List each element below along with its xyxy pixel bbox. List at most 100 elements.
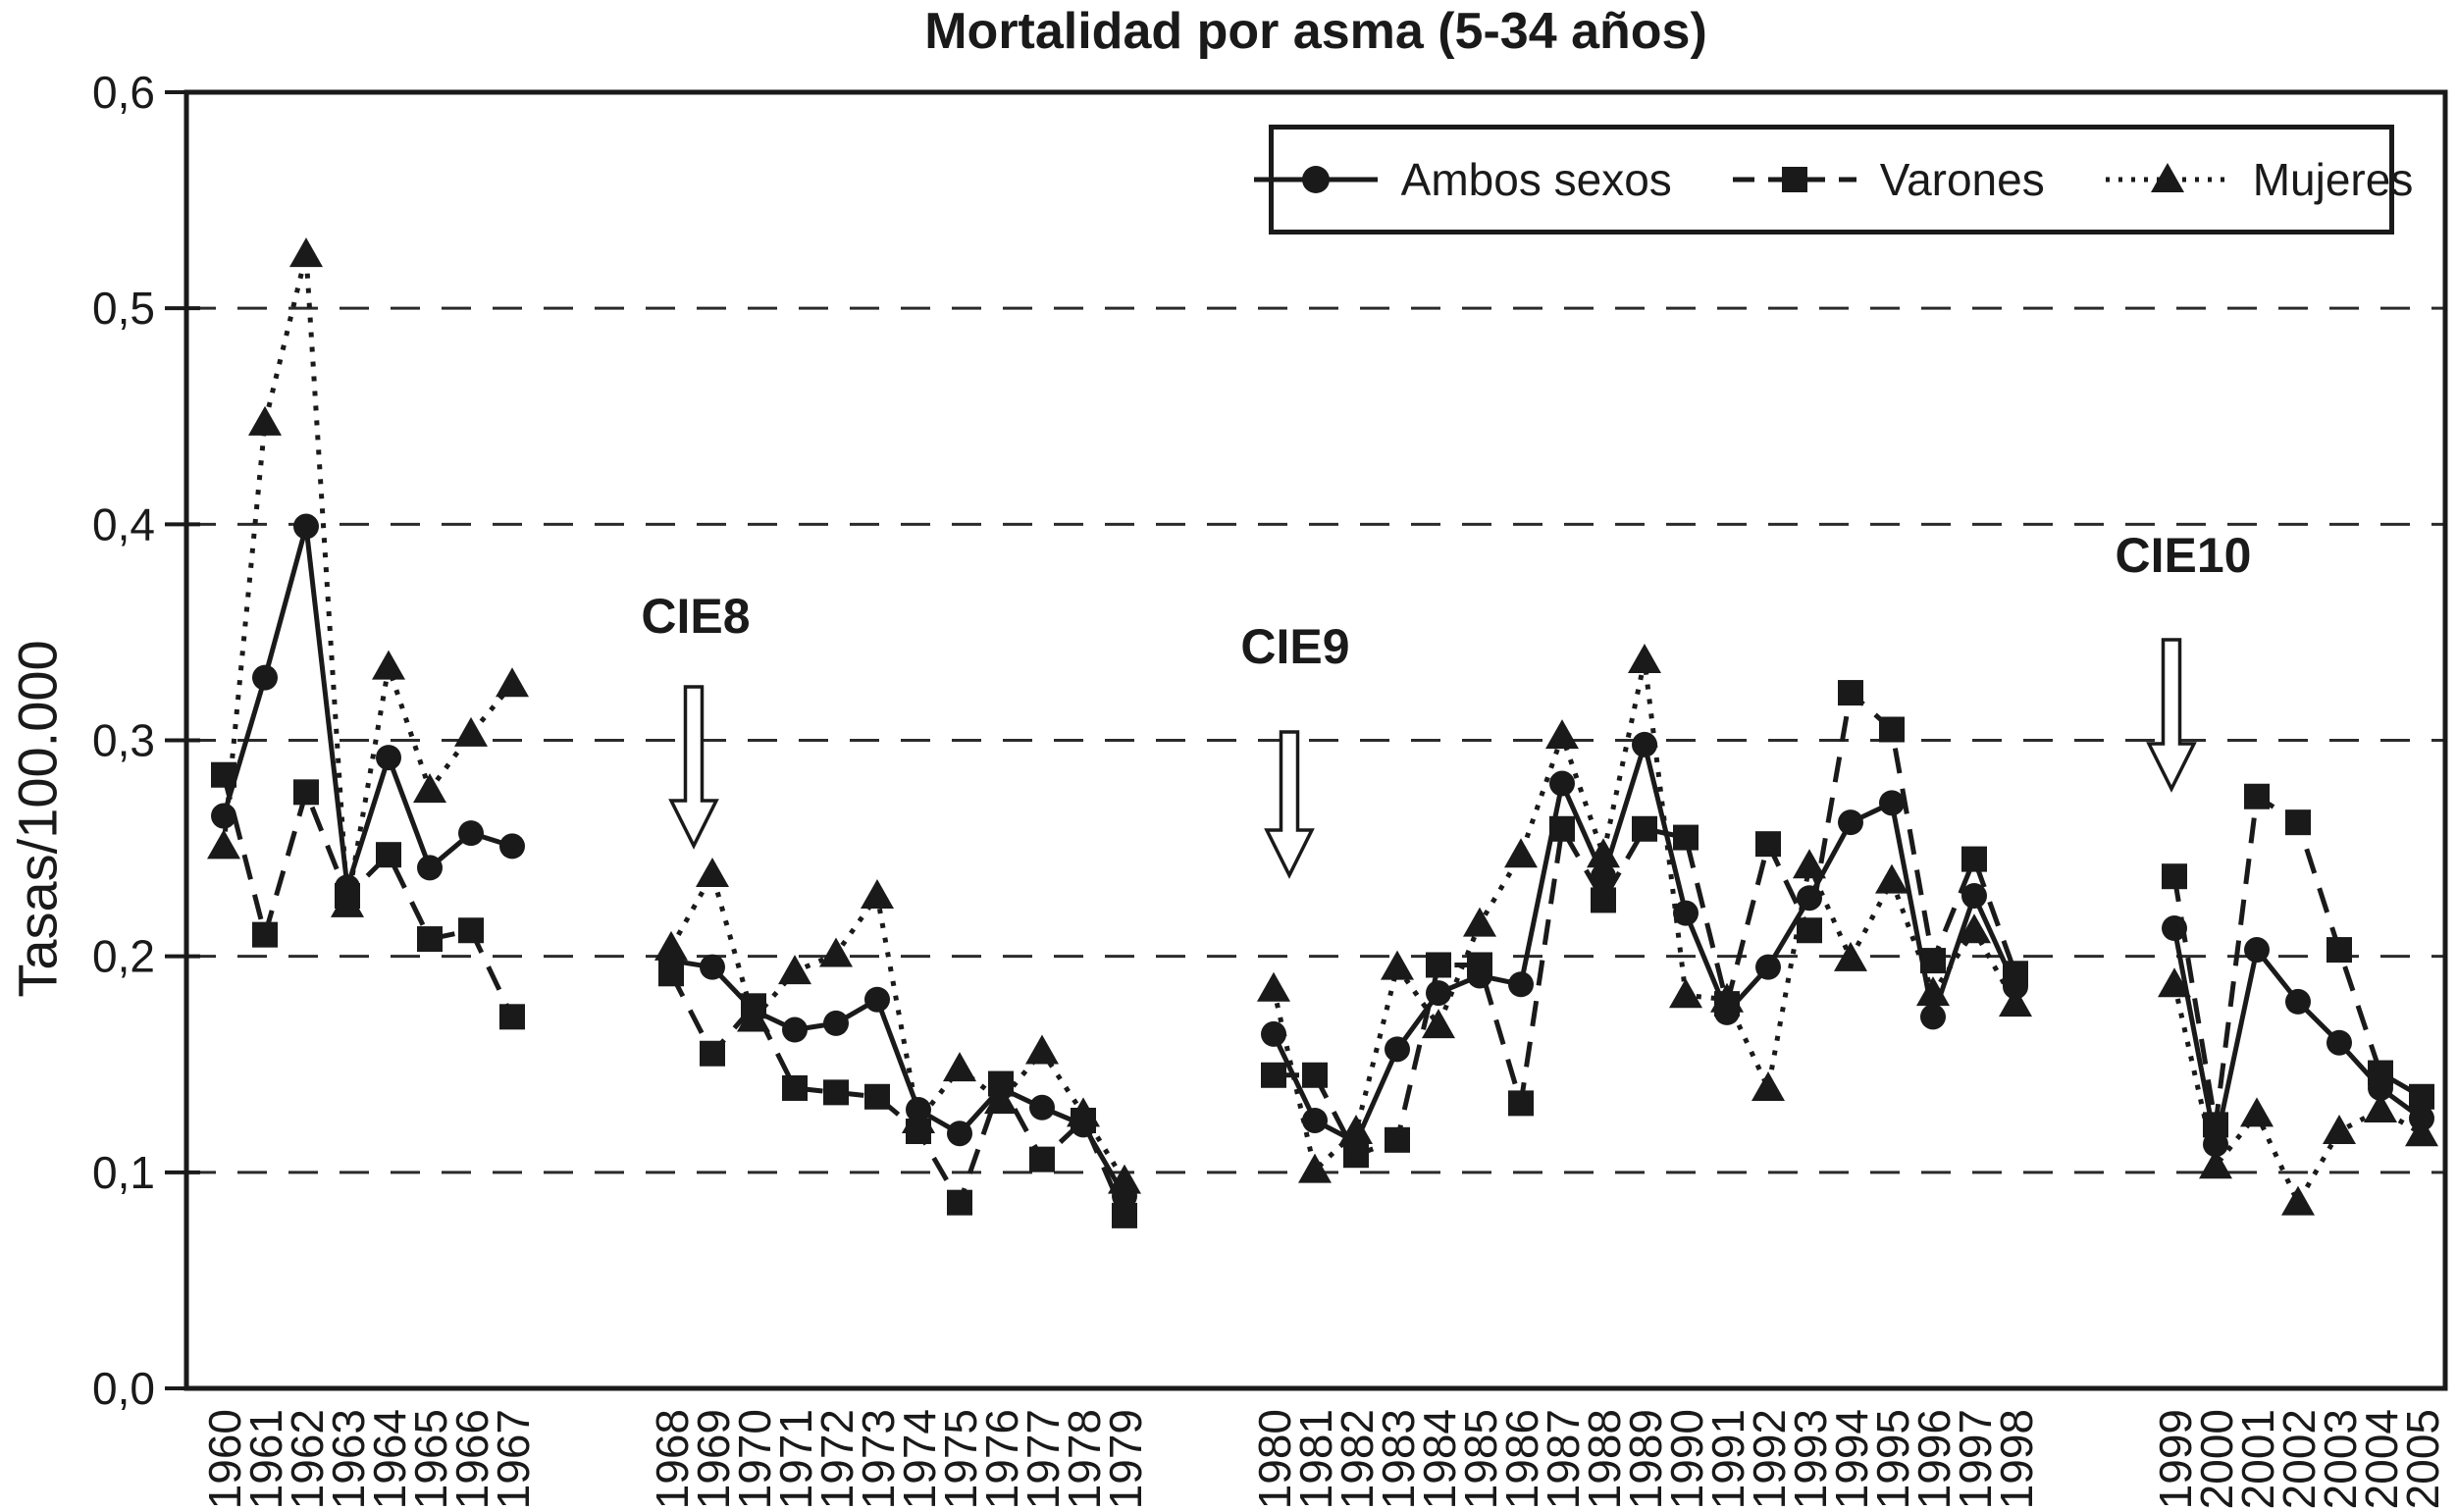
data-point-mujeres (778, 955, 811, 985)
data-point-ambos-sexos (1261, 1020, 1286, 1047)
x-tick-label: 1980 (1249, 1409, 1300, 1509)
data-point-varones (293, 779, 319, 806)
data-point-ambos-sexos (1797, 885, 1822, 912)
legend-item-mujeres: Mujeres (2102, 153, 2413, 206)
data-point-mujeres (289, 237, 323, 268)
annotation-label-cie9: CIE9 (1240, 619, 1349, 674)
data-point-mujeres (413, 773, 446, 804)
data-point-mujeres (2199, 1149, 2232, 1179)
data-point-ambos-sexos (1755, 954, 1781, 980)
down-arrow-icon-cie8 (668, 685, 719, 850)
chart-title: Mortalidad por asma (5-34 años) (924, 3, 1707, 60)
y-tick-label: 0,3 (92, 715, 155, 766)
x-tick-label: 1970 (729, 1409, 780, 1509)
data-point-varones (1591, 887, 1616, 913)
x-tick-label: 2001 (2232, 1409, 2283, 1509)
data-point-mujeres (454, 716, 488, 747)
data-point-varones (1029, 1146, 1055, 1173)
data-point-mujeres (1628, 644, 1661, 674)
y-tick-label: 0,2 (92, 931, 155, 982)
data-point-mujeres (1545, 719, 1579, 750)
data-point-varones (1879, 716, 1905, 743)
data-point-ambos-sexos (1343, 1129, 1369, 1156)
data-point-varones (700, 1040, 725, 1067)
legend-label: Ambos sexos (1400, 154, 1672, 205)
down-arrow-icon-cie10 (2146, 638, 2197, 793)
data-point-ambos-sexos (499, 833, 525, 860)
data-point-ambos-sexos (947, 1121, 972, 1147)
data-point-ambos-sexos (988, 1074, 1014, 1101)
x-tick-label: 1996 (1908, 1409, 1960, 1509)
legend: Ambos sexos Varones Mujeres (1253, 125, 2413, 235)
x-tick-label: 1968 (647, 1409, 698, 1509)
x-tick-label: 1995 (1867, 1409, 1918, 1509)
series-line-mujeres (221, 253, 514, 906)
x-tick-label: 1982 (1332, 1409, 1383, 1509)
y-tick-label: 0,5 (92, 283, 155, 334)
data-point-mujeres (1298, 1153, 1332, 1183)
data-point-varones (499, 1004, 525, 1030)
y-tick-label: 0,1 (92, 1147, 155, 1198)
x-tick-label: 1961 (240, 1409, 291, 1509)
data-point-ambos-sexos (1426, 980, 1451, 1007)
data-point-ambos-sexos (782, 1017, 808, 1043)
data-point-mujeres (1422, 1009, 1455, 1039)
x-tick-label: 1966 (446, 1409, 497, 1509)
data-point-ambos-sexos (252, 664, 278, 691)
x-tick-label: 1999 (2150, 1409, 2201, 1509)
y-tick-label: 0,0 (92, 1363, 155, 1414)
data-point-varones (1632, 815, 1657, 842)
x-tick-label: 1976 (976, 1409, 1027, 1509)
data-point-varones (823, 1079, 849, 1106)
x-tick-label: 1964 (364, 1409, 415, 1509)
data-point-varones (864, 1083, 890, 1110)
data-point-ambos-sexos (1029, 1094, 1055, 1121)
data-point-mujeres (372, 650, 405, 680)
data-point-mujeres (1669, 978, 1702, 1009)
x-tick-label: 1987 (1538, 1409, 1589, 1509)
legend-item-varones: Varones (1729, 153, 2045, 206)
x-tick-label: 1994 (1826, 1409, 1877, 1509)
data-point-mujeres (2323, 1115, 2356, 1145)
data-point-mujeres (2240, 1097, 2274, 1127)
data-point-mujeres (1834, 941, 1867, 971)
data-point-mujeres (1875, 863, 1908, 894)
solid-line-circle-marker-icon (1253, 166, 1378, 193)
x-tick-label: 1977 (1018, 1409, 1069, 1509)
data-point-ambos-sexos (864, 986, 890, 1013)
legend-item-ambos-sexos: Ambos sexos (1250, 153, 1672, 206)
x-tick-label: 1975 (935, 1409, 986, 1509)
x-tick-label: 1981 (1290, 1409, 1341, 1509)
data-point-mujeres (1257, 971, 1290, 1002)
x-tick-label: 1989 (1620, 1409, 1671, 1509)
data-point-ambos-sexos (741, 997, 766, 1023)
data-point-mujeres (2158, 967, 2191, 998)
data-point-ambos-sexos (1385, 1036, 1410, 1063)
down-arrow-icon-cie9 (1264, 730, 1315, 879)
data-point-varones (1673, 824, 1699, 851)
data-point-ambos-sexos (1112, 1183, 1137, 1210)
x-tick-label: 1988 (1579, 1409, 1630, 1509)
x-tick-label: 2005 (2397, 1409, 2448, 1509)
x-tick-label: 1983 (1373, 1409, 1424, 1509)
data-point-varones (458, 917, 484, 944)
x-tick-label: 1990 (1661, 1409, 1712, 1509)
data-point-mujeres (2405, 1117, 2438, 1147)
data-point-ambos-sexos (1920, 1004, 1946, 1030)
data-point-ambos-sexos (823, 1010, 849, 1036)
data-point-varones (1961, 846, 1987, 872)
data-point-varones (2285, 809, 2311, 836)
data-point-ambos-sexos (2244, 937, 2270, 964)
data-point-varones (1797, 917, 1822, 944)
data-point-varones (376, 842, 401, 868)
data-point-varones (2162, 863, 2187, 890)
data-point-ambos-sexos (1549, 770, 1575, 797)
x-tick-label: 2002 (2274, 1409, 2325, 1509)
data-point-varones (2244, 783, 2270, 809)
data-point-ambos-sexos (2203, 1131, 2228, 1158)
data-point-ambos-sexos (2162, 915, 2187, 942)
data-point-ambos-sexos (211, 803, 236, 829)
data-point-mujeres (1463, 907, 1496, 937)
